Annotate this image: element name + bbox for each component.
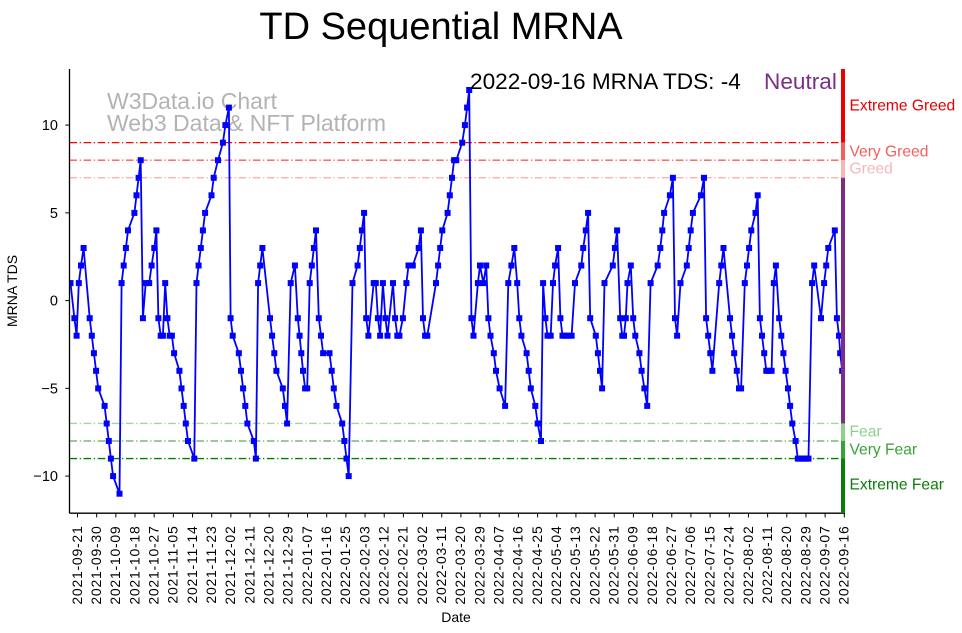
svg-text:2021-10-27: 2021-10-27: [145, 526, 161, 605]
svg-text:2022-06-18: 2022-06-18: [644, 526, 660, 605]
svg-text:2022-08-11: 2022-08-11: [759, 526, 775, 604]
svg-text:Fear: Fear: [850, 423, 882, 440]
svg-text:2022-02-21: 2022-02-21: [395, 526, 411, 605]
svg-text:2021-10-09: 2021-10-09: [107, 526, 123, 605]
svg-text:2022-04-07: 2022-04-07: [491, 526, 507, 605]
svg-text:10: 10: [42, 118, 58, 134]
svg-text:2021-09-30: 2021-09-30: [88, 526, 104, 605]
svg-text:2022-07-24: 2022-07-24: [721, 526, 737, 605]
svg-text:−5: −5: [41, 381, 58, 397]
svg-text:2022-08-20: 2022-08-20: [778, 526, 794, 605]
svg-text:2022-01-16: 2022-01-16: [318, 526, 334, 605]
svg-text:2022-05-13: 2022-05-13: [567, 526, 583, 605]
svg-text:MRNA TDS: MRNA TDS: [4, 255, 20, 327]
svg-text:Web3 Data & NFT Platform: Web3 Data & NFT Platform: [107, 110, 386, 136]
svg-text:2022-03-20: 2022-03-20: [452, 526, 468, 605]
svg-text:2022-04-16: 2022-04-16: [510, 526, 526, 605]
svg-text:2021-09-21: 2021-09-21: [69, 526, 85, 605]
svg-text:2022-07-06: 2022-07-06: [682, 526, 698, 605]
svg-text:2022-04-25: 2022-04-25: [529, 526, 545, 605]
svg-text:Extreme Greed: Extreme Greed: [850, 98, 956, 115]
svg-text:2022-09-16 MRNA TDS: -4: 2022-09-16 MRNA TDS: -4: [470, 69, 741, 94]
svg-text:2022-05-31: 2022-05-31: [606, 526, 622, 605]
svg-text:2022-03-02: 2022-03-02: [414, 526, 430, 605]
svg-text:2021-12-11: 2021-12-11: [241, 526, 257, 604]
svg-text:2022-01-07: 2022-01-07: [299, 526, 315, 605]
svg-text:2021-11-14: 2021-11-14: [184, 526, 200, 604]
svg-text:2021-12-20: 2021-12-20: [261, 526, 277, 605]
svg-text:2021-12-02: 2021-12-02: [222, 526, 238, 605]
svg-text:2022-03-11: 2022-03-11: [433, 526, 449, 604]
svg-text:W3Data.io Chart: W3Data.io Chart: [107, 88, 278, 114]
svg-text:Very Greed: Very Greed: [850, 143, 929, 160]
svg-text:2022-02-12: 2022-02-12: [376, 526, 392, 605]
svg-text:2022-09-16: 2022-09-16: [836, 526, 852, 605]
svg-text:2022-07-15: 2022-07-15: [701, 526, 717, 605]
svg-text:2022-06-09: 2022-06-09: [625, 526, 641, 605]
svg-text:2022-02-03: 2022-02-03: [356, 526, 372, 605]
svg-text:Greed: Greed: [850, 160, 893, 177]
svg-text:TD Sequential MRNA: TD Sequential MRNA: [259, 6, 623, 48]
svg-text:5: 5: [50, 206, 58, 222]
svg-text:Date: Date: [441, 609, 471, 625]
svg-text:2022-09-07: 2022-09-07: [816, 526, 832, 605]
svg-text:2021-11-23: 2021-11-23: [203, 526, 219, 604]
svg-text:Extreme Fear: Extreme Fear: [850, 477, 944, 494]
svg-text:2021-11-05: 2021-11-05: [165, 526, 181, 604]
svg-text:2021-12-29: 2021-12-29: [280, 526, 296, 605]
svg-text:2022-01-25: 2022-01-25: [337, 526, 353, 605]
svg-text:2021-10-18: 2021-10-18: [126, 526, 142, 605]
svg-text:Neutral: Neutral: [764, 69, 837, 94]
svg-text:2022-08-29: 2022-08-29: [797, 526, 813, 605]
svg-text:2022-05-04: 2022-05-04: [548, 526, 564, 605]
svg-text:−10: −10: [33, 469, 58, 485]
svg-text:2022-08-02: 2022-08-02: [740, 526, 756, 605]
svg-text:2022-05-22: 2022-05-22: [586, 526, 602, 605]
svg-text:0: 0: [50, 294, 58, 310]
svg-text:Very Fear: Very Fear: [850, 441, 918, 458]
svg-text:2022-03-29: 2022-03-29: [471, 526, 487, 605]
svg-text:2022-06-27: 2022-06-27: [663, 526, 679, 605]
